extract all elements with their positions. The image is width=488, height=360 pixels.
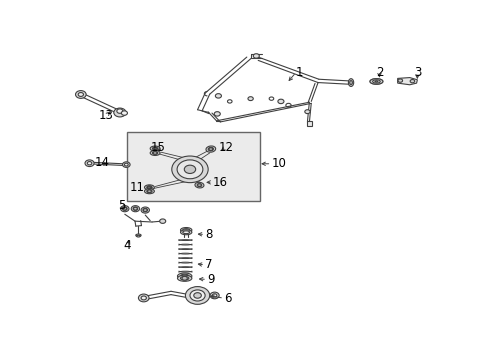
Circle shape xyxy=(177,160,203,179)
Ellipse shape xyxy=(142,208,147,212)
Circle shape xyxy=(397,79,402,82)
Circle shape xyxy=(171,156,208,183)
Circle shape xyxy=(193,293,201,298)
Ellipse shape xyxy=(205,146,215,152)
Circle shape xyxy=(124,163,128,166)
Circle shape xyxy=(159,219,165,223)
Ellipse shape xyxy=(146,190,152,193)
Circle shape xyxy=(87,162,92,165)
Text: 14: 14 xyxy=(94,157,109,170)
Circle shape xyxy=(78,93,83,96)
Text: 6: 6 xyxy=(224,292,231,305)
Text: 4: 4 xyxy=(123,239,131,252)
Ellipse shape xyxy=(144,185,154,190)
Circle shape xyxy=(153,147,157,150)
Text: 3: 3 xyxy=(413,66,420,79)
Ellipse shape xyxy=(183,229,189,231)
Circle shape xyxy=(184,165,195,174)
Circle shape xyxy=(75,91,86,98)
Ellipse shape xyxy=(177,273,191,279)
Circle shape xyxy=(122,207,126,210)
Circle shape xyxy=(189,290,205,301)
Text: 15: 15 xyxy=(150,141,165,154)
Ellipse shape xyxy=(150,150,160,156)
Text: 9: 9 xyxy=(206,273,214,286)
Ellipse shape xyxy=(152,147,158,150)
Text: 5: 5 xyxy=(118,199,125,212)
Circle shape xyxy=(277,99,284,104)
Circle shape xyxy=(212,294,217,297)
Text: 8: 8 xyxy=(205,228,212,241)
Circle shape xyxy=(153,152,157,154)
Circle shape xyxy=(210,292,219,299)
Text: 10: 10 xyxy=(271,157,286,170)
Circle shape xyxy=(85,160,94,167)
Ellipse shape xyxy=(144,189,154,194)
Circle shape xyxy=(117,109,122,113)
Ellipse shape xyxy=(180,274,188,278)
Ellipse shape xyxy=(136,234,141,237)
Ellipse shape xyxy=(121,206,129,212)
Circle shape xyxy=(182,276,187,280)
Circle shape xyxy=(147,190,151,193)
Ellipse shape xyxy=(369,79,382,84)
Circle shape xyxy=(247,97,253,100)
Text: 13: 13 xyxy=(99,109,114,122)
Ellipse shape xyxy=(122,207,127,210)
Circle shape xyxy=(215,94,221,98)
Ellipse shape xyxy=(146,186,152,189)
Circle shape xyxy=(253,54,259,58)
Ellipse shape xyxy=(152,152,158,154)
Circle shape xyxy=(122,162,130,167)
Text: 12: 12 xyxy=(218,141,233,154)
Ellipse shape xyxy=(183,231,189,234)
Text: 2: 2 xyxy=(375,66,383,79)
Circle shape xyxy=(141,296,146,300)
Circle shape xyxy=(214,112,220,116)
Text: 11: 11 xyxy=(129,181,144,194)
Circle shape xyxy=(133,207,137,210)
Circle shape xyxy=(304,110,309,114)
Circle shape xyxy=(121,111,127,115)
Ellipse shape xyxy=(347,79,353,86)
Ellipse shape xyxy=(374,81,377,82)
Ellipse shape xyxy=(208,147,213,151)
Circle shape xyxy=(208,148,212,150)
Ellipse shape xyxy=(150,146,160,151)
Text: 16: 16 xyxy=(212,176,227,189)
Polygon shape xyxy=(397,77,416,85)
Text: 1: 1 xyxy=(296,66,303,79)
Ellipse shape xyxy=(136,235,140,237)
Ellipse shape xyxy=(177,275,191,281)
Ellipse shape xyxy=(180,228,191,233)
Ellipse shape xyxy=(197,184,201,186)
Circle shape xyxy=(147,186,151,189)
Ellipse shape xyxy=(372,80,380,83)
Circle shape xyxy=(185,287,209,304)
Polygon shape xyxy=(306,121,311,126)
Bar xyxy=(127,132,260,201)
Ellipse shape xyxy=(131,206,139,212)
Circle shape xyxy=(143,209,147,211)
Ellipse shape xyxy=(133,207,138,210)
Circle shape xyxy=(114,108,126,117)
Ellipse shape xyxy=(195,182,203,188)
Circle shape xyxy=(138,294,149,302)
Text: 7: 7 xyxy=(205,258,212,271)
Ellipse shape xyxy=(180,230,191,235)
Circle shape xyxy=(409,80,414,83)
Ellipse shape xyxy=(180,276,188,280)
Circle shape xyxy=(197,184,201,186)
Ellipse shape xyxy=(141,207,149,213)
